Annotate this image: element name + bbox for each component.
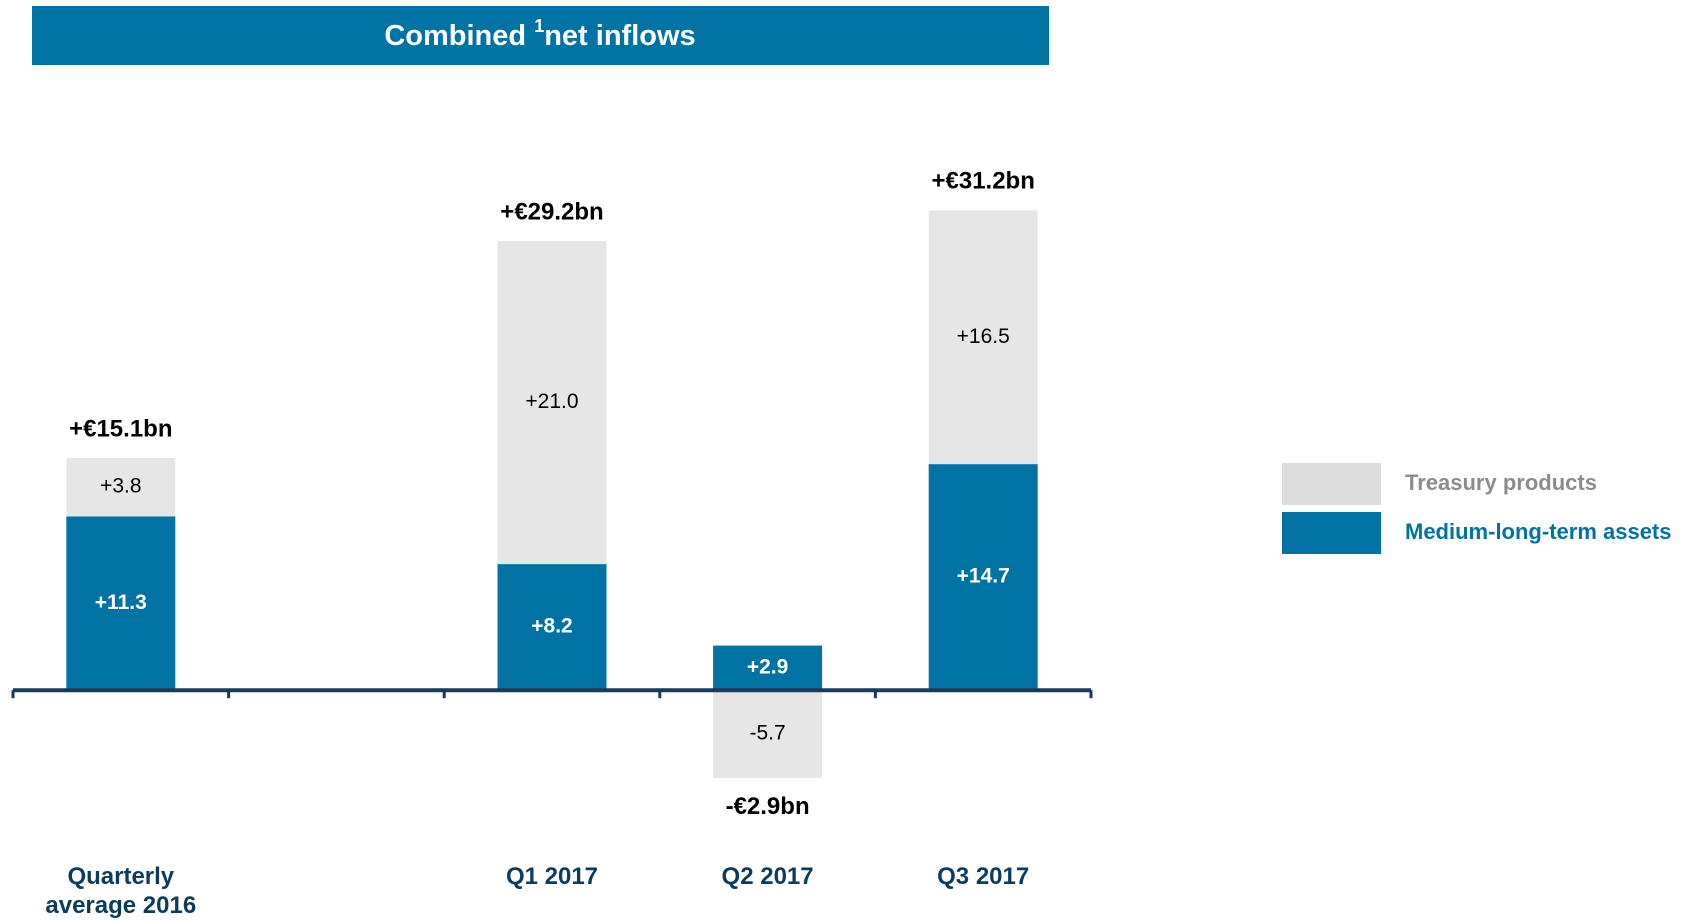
total-label: -€2.9bn [726, 793, 810, 820]
title-text-rest: net inflows [544, 20, 695, 52]
bar-segment [66, 457, 176, 517]
chart-title: Combined 1net inflows [384, 16, 695, 52]
bar-segment [497, 241, 607, 565]
value-label: +2.9 [747, 655, 788, 678]
legend-swatch [1282, 463, 1381, 505]
bar-segment [713, 645, 823, 691]
total-label: +€15.1bn [69, 415, 172, 442]
legend-swatch [1282, 512, 1381, 554]
total-label: +€29.2bn [500, 198, 603, 225]
x-tick-label: Q2 2017 [721, 863, 814, 890]
total-label: +€31.2bn [931, 168, 1034, 195]
title-footnote: 1 [534, 16, 544, 36]
value-label: +8.2 [531, 615, 572, 638]
x-tick-label: Q1 2017 [505, 863, 599, 890]
bar-segment [497, 564, 607, 691]
value-label: +14.7 [957, 565, 1010, 588]
x-tick-label: Q3 2017 [937, 863, 1030, 890]
legend-label: Treasury products [1405, 470, 1597, 495]
title-text: Combined [384, 20, 534, 52]
value-label: +16.5 [957, 325, 1010, 348]
value-label: +3.8 [100, 475, 141, 498]
x-tick-label: Quarterly average 2016 [45, 863, 197, 919]
bar-segment [928, 464, 1038, 691]
bar-segment [713, 690, 823, 778]
bar-segment [66, 516, 176, 691]
bar-segment [928, 210, 1038, 465]
value-label: -5.7 [750, 722, 786, 745]
value-label: +21.0 [525, 390, 578, 413]
legend-label: Medium-long-term assets [1405, 519, 1672, 544]
value-label: +11.3 [95, 591, 147, 614]
title-bar [32, 6, 1049, 65]
